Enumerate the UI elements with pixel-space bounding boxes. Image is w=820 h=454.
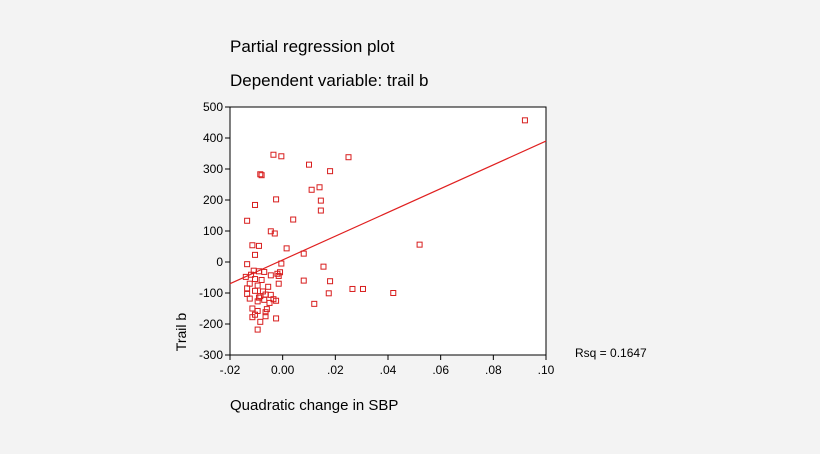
scatter-point — [311, 300, 318, 307]
scatter-point — [257, 171, 264, 178]
scatter-point — [317, 207, 324, 214]
scatter-point — [327, 168, 334, 175]
x-tick-label: .06 — [432, 363, 449, 377]
scatter-point — [262, 313, 269, 320]
y-tick-label: 100 — [203, 224, 223, 238]
scatter-point — [244, 217, 251, 224]
scatter-point — [317, 197, 324, 204]
y-axis-label: Trail b — [173, 313, 189, 352]
scatter-point — [249, 242, 256, 249]
scatter-point — [252, 201, 259, 208]
scatter-point — [273, 196, 280, 203]
scatter-point — [246, 295, 253, 302]
scatter-point — [320, 263, 327, 270]
scatter-point — [325, 290, 332, 297]
scatter-point — [244, 285, 251, 292]
scatter-point — [262, 309, 269, 316]
y-tick-label: 0 — [216, 255, 223, 269]
scatter-point — [300, 250, 307, 257]
scatter-point — [278, 260, 285, 267]
scatter-point — [278, 153, 285, 160]
y-tick-label: 400 — [203, 131, 223, 145]
x-tick-label: .04 — [380, 363, 397, 377]
scatter-point — [271, 230, 278, 237]
scatter-point — [316, 184, 323, 191]
scatter-point — [359, 285, 366, 292]
y-tick-label: -200 — [199, 317, 223, 331]
x-tick-label: .10 — [538, 363, 555, 377]
scatter-point — [258, 276, 265, 283]
scatter-point — [273, 315, 280, 322]
y-tick-label: 200 — [203, 193, 223, 207]
scatter-point — [275, 280, 282, 287]
scatter-point — [252, 251, 259, 258]
scatter-point — [300, 277, 307, 284]
scatter-point — [265, 283, 272, 290]
scatter-point — [255, 242, 262, 249]
scatter-point — [270, 151, 277, 158]
chart-subtitle: Dependent variable: trail b — [230, 71, 428, 90]
rsq-annotation: Rsq = 0.1647 — [575, 346, 647, 360]
scatter-point — [257, 318, 264, 325]
scatter-point — [258, 172, 265, 179]
x-tick-label: .08 — [485, 363, 502, 377]
scatter-points — [242, 117, 528, 333]
scatter-point — [327, 278, 334, 285]
chart-title: Partial regression plot — [230, 37, 395, 56]
y-tick-label: -100 — [199, 286, 223, 300]
scatter-point — [254, 298, 261, 305]
scatter-point — [263, 306, 270, 313]
scatter-point — [252, 276, 259, 283]
scatter-point — [266, 299, 273, 306]
scatter-point — [349, 285, 356, 292]
y-tick-label: 300 — [203, 162, 223, 176]
scatter-point — [521, 117, 528, 124]
scatter-point — [308, 186, 315, 193]
scatter-point — [261, 296, 268, 303]
fit-line — [229, 140, 547, 285]
scatter-point — [242, 273, 249, 280]
y-tick-label: 500 — [203, 100, 223, 114]
x-tick-label: -.02 — [220, 363, 241, 377]
scatter-point — [249, 314, 256, 321]
scatter-point — [244, 261, 251, 268]
x-axis-label: Quadratic change in SBP — [230, 397, 398, 414]
scatter-point — [416, 241, 423, 248]
y-tick-label: -300 — [199, 348, 223, 362]
scatter-point — [306, 161, 312, 168]
scatter-point — [261, 268, 268, 275]
scatter-point — [345, 154, 352, 161]
scatter-point — [290, 216, 297, 223]
x-tick-label: .02 — [327, 363, 344, 377]
scatter-point — [273, 297, 280, 304]
scatter-point — [283, 245, 290, 252]
plot-area — [229, 106, 547, 356]
scatter-point — [267, 272, 274, 279]
x-tick-label: 0.00 — [271, 363, 295, 377]
scatter-point — [254, 326, 261, 333]
x-axis: -.02 0.00 .02 .04 .06 .08 .10 — [220, 355, 555, 377]
scatter-point — [390, 290, 397, 296]
scatter-point — [252, 287, 259, 294]
y-axis: -300 -200 -100 0 100 200 300 400 500 — [199, 100, 230, 362]
scatter-point — [275, 272, 282, 279]
